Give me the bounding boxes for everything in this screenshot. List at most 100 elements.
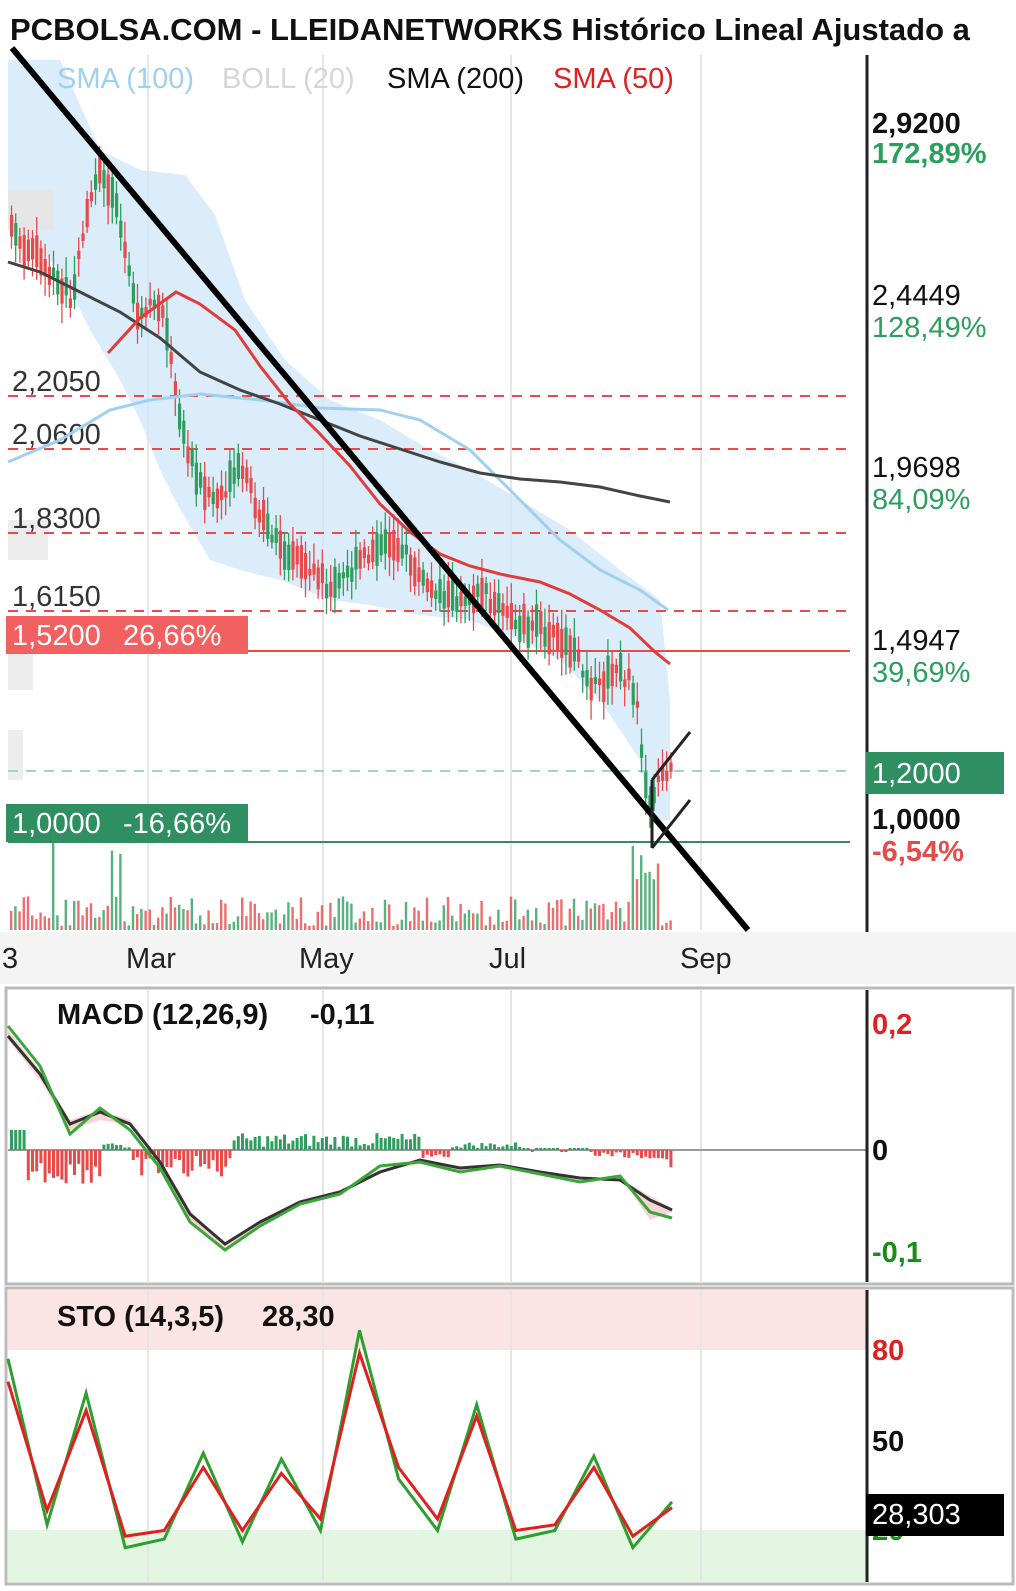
- volume-bar: [236, 916, 240, 930]
- axis-pct: 172,89%: [872, 138, 987, 170]
- macd-hist-bar: [509, 1146, 513, 1150]
- candle-body: [304, 553, 308, 580]
- candle-body: [85, 198, 89, 228]
- macd-hist-bar: [400, 1134, 404, 1150]
- candle-body: [421, 569, 425, 586]
- macd-hist-bar: [388, 1136, 391, 1150]
- volume-bar: [404, 901, 408, 930]
- candle-body: [199, 472, 203, 488]
- volume-bar: [173, 907, 177, 930]
- volume-bar: [73, 901, 76, 930]
- candle-body: [661, 767, 665, 781]
- candle-body: [392, 529, 396, 561]
- volume-bar: [362, 911, 366, 930]
- volume-bar: [60, 925, 63, 930]
- macd-hist-bar: [22, 1130, 26, 1150]
- candle-body: [182, 420, 186, 444]
- volume-bar: [228, 924, 231, 930]
- volume-bar: [480, 901, 483, 930]
- volume-bar: [186, 910, 189, 930]
- candle-body: [291, 541, 295, 570]
- volume-bar: [190, 898, 193, 930]
- level-label: 1,8300: [12, 503, 101, 535]
- macd-hist-bar: [215, 1150, 219, 1172]
- macd-hist-bar: [652, 1150, 656, 1158]
- macd-hist-bar: [110, 1143, 114, 1150]
- macd-hist-bar: [547, 1148, 551, 1150]
- volume-bar: [610, 912, 613, 930]
- blurred-area: [8, 730, 23, 780]
- macd-hist-bar: [526, 1148, 530, 1150]
- candle-body: [488, 598, 492, 614]
- volume-bar: [47, 918, 51, 930]
- volume-bar: [451, 915, 454, 930]
- macd-hist-bar: [224, 1150, 228, 1167]
- candle-body: [350, 567, 354, 582]
- macd-hist-bar: [530, 1150, 534, 1152]
- candle-body: [257, 509, 261, 523]
- volume-bar: [648, 871, 651, 930]
- volume-bar: [18, 911, 21, 930]
- volume-bar: [333, 917, 336, 930]
- macd-signal-line: [6, 1035, 673, 1246]
- candle-body: [493, 592, 497, 616]
- volume-bar: [220, 899, 223, 930]
- volume-bar: [354, 922, 357, 930]
- x-tick-partial: 3: [2, 943, 18, 975]
- macd-hist-bar: [619, 1150, 622, 1153]
- macd-hist-bar: [451, 1147, 454, 1150]
- candle-body: [329, 581, 333, 597]
- candle-body: [194, 462, 198, 495]
- volume-bar: [593, 903, 597, 930]
- volume-bar: [207, 910, 210, 930]
- candle-body: [379, 534, 383, 556]
- macd-hist-bar: [497, 1147, 501, 1150]
- macd-hist-bar: [64, 1150, 68, 1184]
- candle-body: [295, 545, 299, 565]
- macd-tick: -0,1: [872, 1237, 922, 1269]
- volume-bar: [249, 901, 252, 930]
- candle-body: [253, 497, 257, 519]
- macd-hist-bar: [98, 1150, 102, 1177]
- candle-body: [484, 583, 488, 595]
- volume-bar: [98, 916, 101, 930]
- macd-hist-bar: [140, 1150, 144, 1176]
- candle-body: [325, 583, 329, 599]
- macd-hist-bar: [136, 1150, 139, 1158]
- macd-hist-bar: [556, 1148, 559, 1150]
- macd-hist-bar: [257, 1135, 261, 1150]
- candle-body: [400, 544, 404, 559]
- macd-hist-bar: [308, 1145, 312, 1150]
- macd-hist-bar: [631, 1150, 635, 1153]
- volume-bar: [358, 918, 361, 930]
- trendline: [9, 46, 751, 932]
- macd-hist-bar: [194, 1150, 198, 1157]
- volume-bar: [577, 915, 580, 930]
- candle-body: [354, 546, 358, 570]
- volume-bar: [421, 920, 424, 930]
- macd-hist-bar: [354, 1138, 358, 1150]
- volume-bar: [518, 919, 521, 930]
- macd-hist-bar: [56, 1150, 60, 1177]
- candle-body: [640, 744, 644, 758]
- macd-hist-bar: [178, 1150, 181, 1160]
- candle-body: [522, 603, 526, 635]
- candle-body: [81, 233, 85, 241]
- macd-tick: 0,2: [872, 1009, 912, 1041]
- macd-hist-bar: [564, 1150, 568, 1152]
- volume-bar: [131, 906, 135, 930]
- candle-body: [501, 602, 505, 616]
- volume-bar: [266, 912, 269, 930]
- volume-bar: [367, 921, 370, 930]
- macd-hist-bar: [535, 1148, 538, 1150]
- volume-bar: [652, 879, 655, 930]
- volume-bar: [68, 925, 72, 930]
- candle-body: [341, 572, 345, 579]
- volume-bar: [635, 879, 639, 930]
- candle-body: [371, 539, 375, 563]
- macd-hist-bar: [522, 1148, 526, 1150]
- volume-bar: [165, 913, 168, 930]
- macd-hist-bar: [115, 1145, 118, 1150]
- macd-hist-bar: [644, 1150, 648, 1157]
- macd-hist-bar: [169, 1150, 173, 1168]
